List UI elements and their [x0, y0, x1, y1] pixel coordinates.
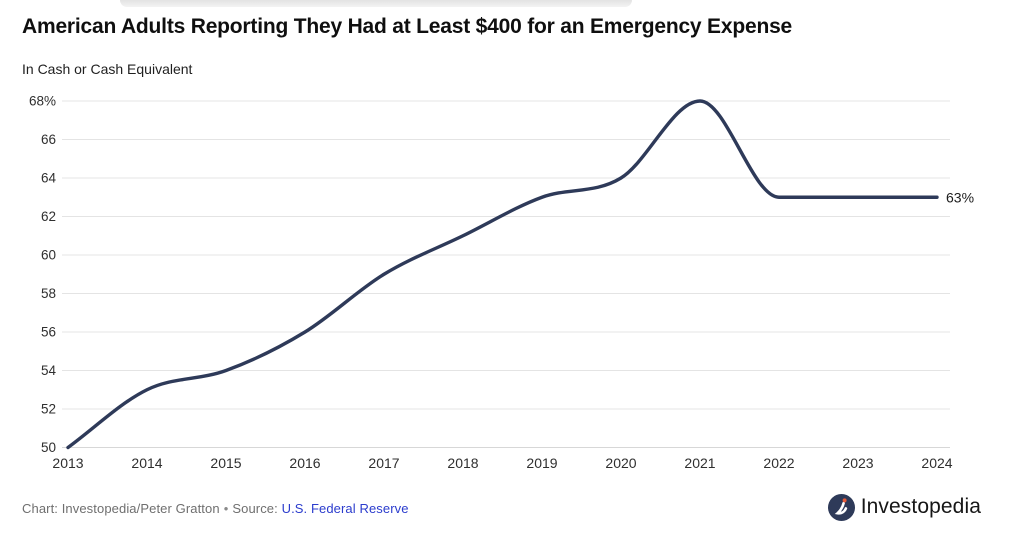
x-tick-label: 2019 — [526, 455, 557, 471]
x-tick-label: 2022 — [763, 455, 794, 471]
source-link[interactable]: U.S. Federal Reserve — [281, 501, 409, 516]
y-axis-labels: 68% 66 64 62 60 58 56 54 52 50 — [29, 94, 57, 456]
x-tick-label: 2018 — [447, 455, 478, 471]
y-gridlines — [62, 100, 950, 448]
embed-top-bar — [120, 0, 632, 7]
y-tick-label: 58 — [41, 286, 56, 301]
y-tick-label: 68% — [29, 94, 56, 109]
x-tick-label: 2014 — [131, 455, 162, 471]
credit-separator: • — [223, 501, 229, 516]
x-axis-labels: 2013 2014 2015 2016 2017 2018 2019 2020 2021 2022… — [52, 455, 952, 471]
y-tick-label: 56 — [41, 325, 56, 340]
y-tick-label: 62 — [41, 209, 56, 224]
trend-line — [66, 99, 939, 450]
credit-text: Chart: Investopedia/Peter Gratton — [22, 501, 220, 516]
x-tick-label: 2013 — [52, 455, 83, 471]
chart-subtitle: In Cash or Cash Equivalent — [22, 61, 193, 77]
line-end-value-label: 63% — [946, 189, 974, 205]
y-tick-label: 66 — [41, 132, 56, 147]
x-tick-label: 2020 — [605, 455, 636, 471]
x-tick-label: 2015 — [210, 455, 241, 471]
x-tick-label: 2023 — [842, 455, 873, 471]
x-tick-label: 2021 — [684, 455, 715, 471]
x-tick-label: 2024 — [921, 455, 952, 471]
footer-credit: Chart: Investopedia/Peter Gratton • Source… — [22, 501, 409, 516]
investopedia-logo-icon — [827, 493, 855, 521]
y-tick-label: 60 — [41, 248, 56, 263]
investopedia-logo-text: Investopedia — [860, 495, 981, 518]
investopedia-logo[interactable]: Investopedia — [827, 492, 981, 522]
y-tick-label: 52 — [41, 402, 56, 417]
y-tick-label: 64 — [41, 171, 57, 186]
x-tick-label: 2016 — [289, 455, 320, 471]
source-label: Source: — [232, 501, 278, 516]
y-tick-label: 50 — [41, 440, 56, 455]
x-tick-label: 2017 — [368, 455, 399, 471]
chart-title: American Adults Reporting They Had at Le… — [22, 15, 793, 38]
y-tick-label: 54 — [41, 363, 57, 378]
